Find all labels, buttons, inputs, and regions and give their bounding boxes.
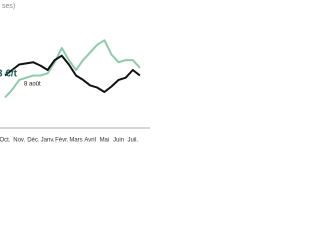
- chart-title: ses): [2, 3, 15, 10]
- x-tick-label: Oct.: [0, 138, 11, 144]
- x-tick-label: Juil.: [127, 138, 138, 144]
- x-tick-label: Janv.: [41, 138, 55, 144]
- annotation: 8 août: [24, 82, 41, 88]
- series-line: [4, 54, 141, 93]
- page: {"chart_data": {"type": "line", "title":…: [0, 0, 150, 150]
- x-tick-label: Févr.: [55, 138, 69, 144]
- x-tick-label: Mars: [69, 138, 82, 144]
- annotation: 3 €/t: [0, 69, 18, 80]
- x-tick-label: Avril: [84, 138, 96, 144]
- x-tick-label: Nov.: [13, 138, 25, 144]
- x-tick-label: Déc.: [27, 138, 40, 144]
- chart: ses) Oct. Nov. Déc. Janv. Févr. Mars Avril Mai J…: [0, 3, 150, 144]
- x-tick-label: Mai: [100, 138, 110, 144]
- series-line: [4, 39, 141, 99]
- x-tick-label: Juin: [113, 138, 124, 144]
